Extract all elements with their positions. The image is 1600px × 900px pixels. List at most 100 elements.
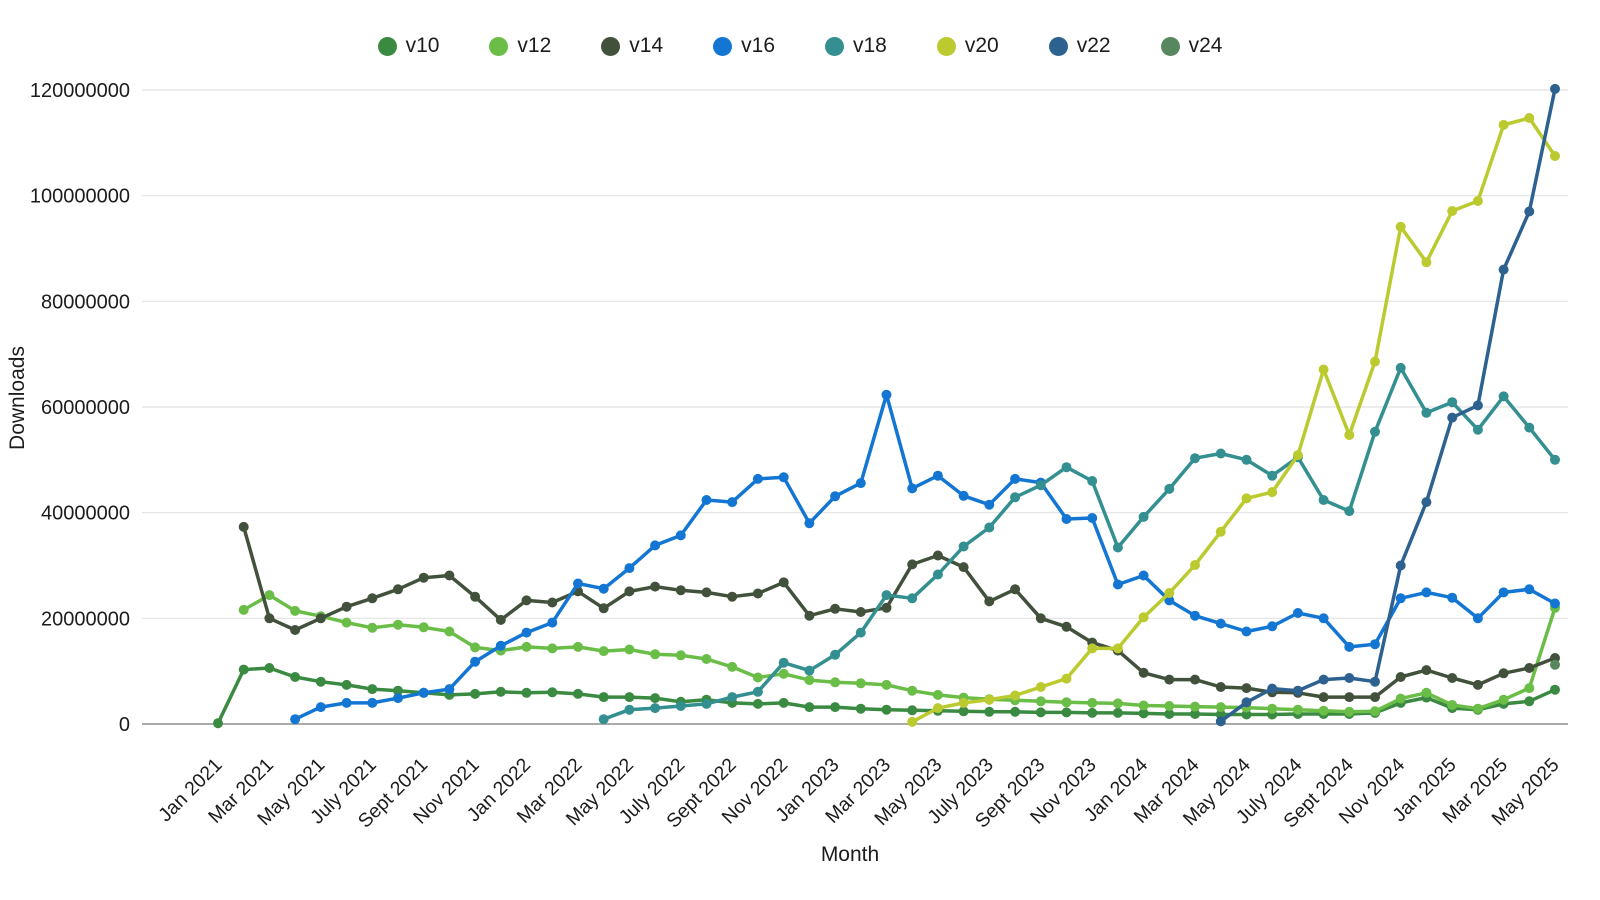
series-v12-point — [1138, 700, 1149, 711]
series-v14-point — [238, 521, 249, 532]
legend-label-v14: v14 — [629, 34, 664, 57]
series-v22-point — [1318, 674, 1329, 685]
series-v16-point — [1087, 513, 1098, 523]
series-v20-point — [1087, 643, 1098, 654]
series-v10-point — [1524, 696, 1535, 707]
series-v10-point — [1087, 707, 1098, 718]
series-v14-point — [804, 610, 815, 621]
legend-item-v16[interactable]: v16 — [713, 34, 775, 58]
series-v18-point — [855, 627, 866, 638]
series-v14-point — [547, 597, 558, 608]
series-v10-point — [1010, 706, 1021, 717]
legend-item-v10[interactable]: v10 — [377, 34, 439, 58]
series-v20-point — [1112, 643, 1123, 654]
series-v16-point — [1112, 579, 1123, 590]
series-v18-point — [675, 701, 686, 711]
series-v14-point — [444, 570, 455, 581]
series-v12-point — [1164, 701, 1175, 711]
series-v16-point — [573, 578, 583, 589]
series-v10-point — [290, 672, 301, 682]
series-v18-point — [984, 522, 995, 533]
series-v22-point — [1447, 412, 1458, 423]
x-axis-title: Month — [820, 843, 880, 866]
series-v12-point — [804, 675, 815, 686]
legend-label-v24: v24 — [1188, 34, 1223, 57]
series-v10-point — [1035, 707, 1046, 718]
series-v16-point — [1395, 593, 1406, 604]
series-v16-point — [1138, 570, 1149, 581]
series-v20-point — [1010, 690, 1021, 701]
series-v14-point — [675, 585, 686, 596]
series-v14-point — [1524, 663, 1535, 673]
series-v22-point — [1550, 83, 1560, 94]
series-v18-point — [804, 665, 815, 676]
series-v22-point — [1370, 676, 1380, 687]
series-v12-point — [1087, 697, 1098, 708]
series-v18-point — [932, 569, 943, 580]
legend-item-v14[interactable]: v14 — [601, 34, 663, 58]
series-v22-point — [1215, 716, 1226, 727]
legend-item-v24[interactable]: v24 — [1160, 34, 1223, 58]
legend-swatch-v10 — [377, 36, 397, 56]
series-v16-line — [294, 393, 1556, 721]
series-v14-point — [650, 581, 661, 592]
series-v12-point — [701, 654, 712, 664]
series-v16-point — [1061, 514, 1072, 524]
series-v16-point — [341, 697, 352, 708]
series-v10-point — [1138, 708, 1149, 719]
y-tick-label: 20000000 — [41, 608, 130, 630]
series-v14-point — [1215, 682, 1226, 692]
series-v22-point — [1421, 497, 1432, 508]
series-v14-point — [1061, 621, 1072, 632]
series-v20-point — [1164, 588, 1175, 598]
series-v16-point — [752, 473, 763, 484]
series-v22-point — [1395, 560, 1406, 571]
series-v12-line — [242, 593, 1557, 714]
series-v18-point — [1370, 426, 1380, 437]
series-v10-point — [1215, 709, 1226, 720]
series-v10-point — [1241, 709, 1252, 720]
series-v20-point — [958, 697, 969, 708]
series-v18-point — [1010, 492, 1021, 503]
series-v12-point — [1190, 701, 1200, 712]
series-v18-point — [1061, 462, 1072, 473]
series-v14-point — [418, 572, 429, 583]
series-v18-point — [650, 703, 661, 714]
series-v18-point — [1550, 454, 1560, 465]
series-v20-line — [911, 116, 1557, 724]
series-v10-point — [984, 706, 995, 717]
series-v12-point — [264, 590, 275, 601]
series-v22-point — [1472, 400, 1483, 411]
series-v14-point — [1344, 692, 1355, 703]
series-v10-point — [367, 684, 378, 695]
legend-item-v20[interactable]: v20 — [936, 34, 999, 58]
series-v18-point — [1395, 362, 1406, 373]
series-v18-point — [1035, 480, 1046, 491]
legend-item-v12[interactable]: v12 — [489, 34, 551, 58]
series-v12-point — [650, 649, 661, 660]
series-v18-point — [907, 593, 918, 604]
series-v14-point — [1010, 584, 1021, 595]
series-v12-point — [624, 644, 635, 655]
series-v20-point — [1241, 493, 1252, 504]
series-v14-point — [315, 613, 326, 624]
series-v16-point — [1292, 608, 1303, 618]
series-v12-point — [1112, 698, 1123, 709]
legend-swatch-v14 — [601, 36, 621, 56]
legend-swatch-v18 — [825, 36, 844, 56]
series-v10-point — [547, 687, 558, 698]
series-v18-point — [1164, 483, 1175, 494]
series-v16-point — [1164, 595, 1175, 606]
legend-item-v18[interactable]: v18 — [825, 34, 887, 58]
series-v14-point — [624, 586, 635, 597]
legend-swatch-v20 — [936, 36, 956, 56]
series-v18-point — [1344, 506, 1355, 517]
series-v12-point — [1318, 705, 1329, 716]
series-v20-point — [1190, 560, 1200, 570]
series-v14-point — [881, 602, 892, 613]
series-v10-point — [1112, 707, 1123, 718]
series-v14-point — [1370, 692, 1380, 703]
legend-item-v22[interactable]: v22 — [1048, 34, 1111, 58]
series-v14-point — [1498, 668, 1509, 679]
series-v18-point — [1421, 407, 1432, 418]
